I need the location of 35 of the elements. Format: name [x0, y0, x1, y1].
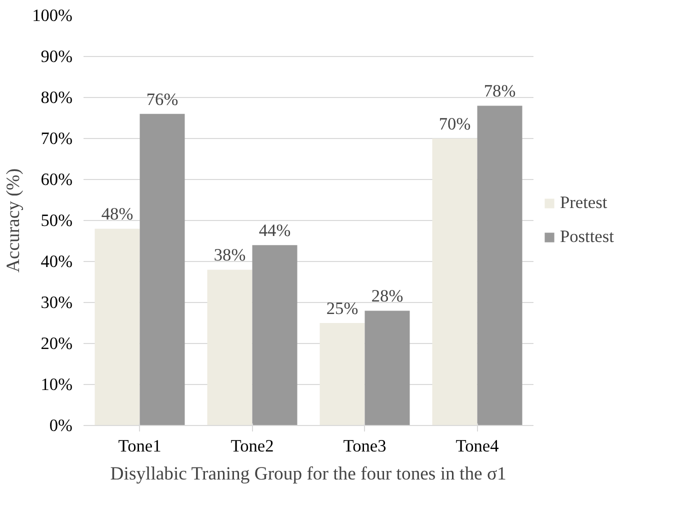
bar [364, 310, 410, 426]
data-label: 78% [484, 82, 516, 101]
data-label: 70% [438, 114, 471, 134]
y-tick-label: 10% [40, 375, 73, 394]
x-tick-label: Tone2 [230, 436, 274, 456]
bar [94, 228, 140, 426]
y-tick-label: 30% [40, 293, 73, 312]
y-tick-label: 100% [32, 6, 73, 25]
bar [477, 106, 522, 426]
y-axis-title: Accuracy (%) [3, 168, 24, 273]
x-tick-label: Tone4 [456, 436, 500, 456]
data-label: 76% [146, 90, 178, 109]
y-tick-label: 90% [40, 47, 73, 66]
bar [320, 323, 365, 426]
y-tick-label: 40% [40, 252, 73, 271]
legend-label: Pretest [560, 193, 608, 213]
data-label: 38% [214, 246, 246, 265]
x-tick-label: Tone1 [118, 436, 162, 456]
y-tick-label: 70% [40, 129, 73, 148]
y-tick-label: 0% [49, 416, 73, 435]
bar [252, 245, 298, 426]
data-label: 48% [101, 204, 134, 224]
bar [140, 114, 185, 426]
legend-label: Posttest [560, 227, 614, 247]
x-tick-label: Tone3 [343, 436, 386, 456]
y-tick-label: 80% [40, 88, 73, 107]
y-tick-label: 20% [40, 334, 73, 353]
data-label: 25% [326, 299, 358, 318]
x-axis-title: Disyllabic Traning Group for the four tones in the σ1 [110, 464, 506, 484]
bar [207, 270, 252, 426]
y-tick-label: 50% [40, 211, 73, 230]
data-label: 28% [371, 286, 404, 306]
y-tick-label: 60% [40, 170, 73, 189]
bar [432, 138, 478, 426]
data-label: 44% [258, 221, 291, 240]
